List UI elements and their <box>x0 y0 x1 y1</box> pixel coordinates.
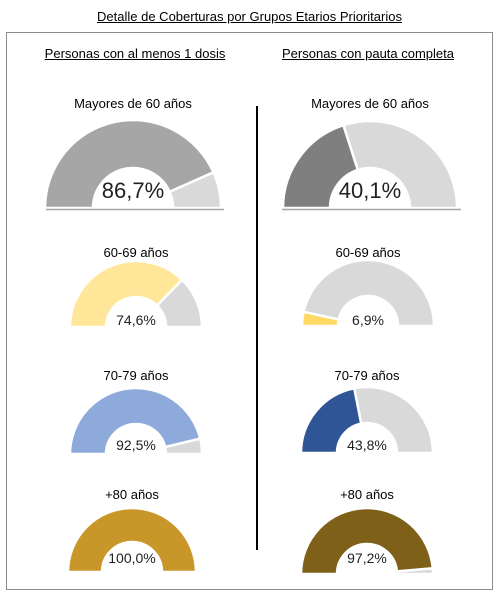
gauge-value-label: 43,8% <box>347 437 387 453</box>
gauge-value-segment <box>43 118 216 210</box>
gauge-remaining-segment <box>352 385 435 455</box>
gauge-value-segment <box>299 386 363 455</box>
gauge-remaining-segment <box>302 258 436 328</box>
page-title: Detalle de Coberturas por Grupos Etarios… <box>97 9 402 24</box>
gauge-value-segment <box>66 506 198 574</box>
gauge-title: 70-79 años <box>334 368 400 383</box>
gauge-value-segment <box>299 506 435 576</box>
gauge-2: 60-69 años 74,6% <box>68 245 204 329</box>
gauge-value-segment <box>68 259 184 329</box>
gauge-title: 60-69 años <box>103 245 169 260</box>
gauge-title: Mayores de 60 años <box>74 96 192 111</box>
gauge-value-segment <box>68 386 202 456</box>
gauge-title: +80 años <box>340 487 394 502</box>
gauge-4: +80 años 100,0% <box>66 487 198 574</box>
gauge-3: 70-79 años 92,5% <box>68 368 204 456</box>
gauge-value-segment <box>300 310 341 328</box>
gauge-value-label: 74,6% <box>116 312 156 328</box>
gauge-8: +80 años 97,2% <box>299 487 435 576</box>
gauge-remaining-segment <box>341 119 459 210</box>
gauge-title: Mayores de 60 años <box>311 96 429 111</box>
gauge-6: 60-69 años 6,9% <box>300 245 436 328</box>
gauge-title: +80 años <box>105 487 159 502</box>
gauge-value-segment <box>281 123 360 210</box>
gauge-remaining-segment <box>155 277 204 329</box>
gauge-value-label: 92,5% <box>116 437 156 453</box>
gauge-title: 60-69 años <box>335 245 401 260</box>
gauge-value-label: 86,7% <box>102 178 164 203</box>
gauge-remaining-segment <box>167 170 223 210</box>
column-heading-first-dose: Personas con al menos 1 dosis <box>44 46 226 61</box>
gauge-title: 70-79 años <box>103 368 169 383</box>
column-heading-complete-schedule: Personas con pauta completa <box>282 46 454 61</box>
gauge-1: Mayores de 60 años 86,7% <box>43 96 224 211</box>
gauge-value-label: 97,2% <box>347 550 387 566</box>
gauge-value-label: 40,1% <box>339 178 401 203</box>
gauge-value-label: 6,9% <box>352 312 384 328</box>
gauge-5: Mayores de 60 años 40,1% <box>281 96 461 211</box>
gauge-7: 70-79 años 43,8% <box>299 368 435 455</box>
column-divider <box>256 106 258 550</box>
gauge-value-label: 100,0% <box>108 550 155 566</box>
chart-frame <box>6 32 493 590</box>
